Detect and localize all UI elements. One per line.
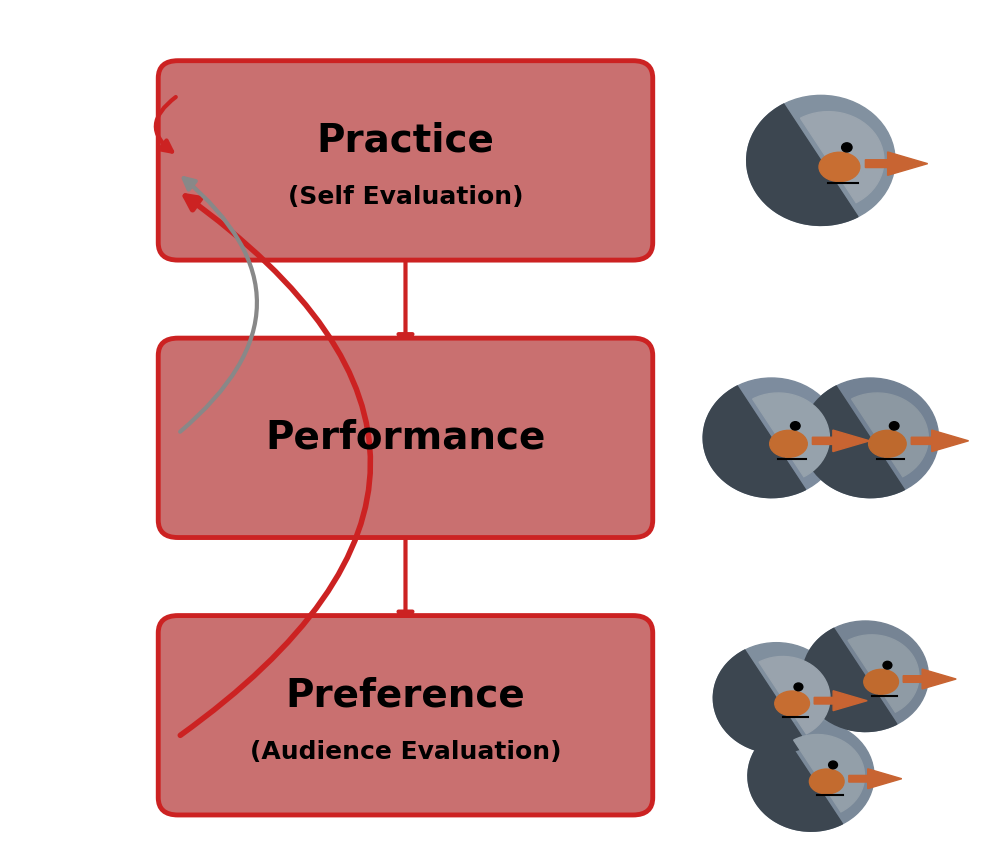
Circle shape <box>790 421 800 430</box>
Wedge shape <box>852 393 929 477</box>
Circle shape <box>802 378 939 498</box>
Circle shape <box>883 662 892 669</box>
Wedge shape <box>748 728 843 831</box>
FancyArrow shape <box>849 769 902 789</box>
Wedge shape <box>800 112 884 203</box>
Circle shape <box>842 143 852 152</box>
Ellipse shape <box>863 669 898 694</box>
Circle shape <box>802 621 929 732</box>
Text: Practice: Practice <box>316 121 494 160</box>
Ellipse shape <box>774 691 809 716</box>
Ellipse shape <box>769 430 807 457</box>
Circle shape <box>703 378 840 498</box>
FancyArrow shape <box>865 152 928 175</box>
FancyBboxPatch shape <box>158 338 653 538</box>
FancyArrow shape <box>814 691 867 711</box>
Circle shape <box>794 683 803 691</box>
Wedge shape <box>759 656 830 733</box>
Circle shape <box>889 421 899 430</box>
Ellipse shape <box>819 153 859 181</box>
Wedge shape <box>793 734 864 812</box>
Wedge shape <box>753 393 830 477</box>
FancyBboxPatch shape <box>158 616 653 815</box>
Circle shape <box>713 642 840 753</box>
Wedge shape <box>848 635 919 712</box>
Wedge shape <box>802 386 904 498</box>
FancyArrowPatch shape <box>399 245 412 348</box>
FancyArrow shape <box>812 430 869 452</box>
FancyArrowPatch shape <box>399 523 412 625</box>
Wedge shape <box>713 650 808 753</box>
Ellipse shape <box>868 430 906 457</box>
Text: (Self Evaluation): (Self Evaluation) <box>288 185 523 209</box>
Wedge shape <box>703 386 805 498</box>
Wedge shape <box>747 104 858 225</box>
Wedge shape <box>802 629 897 732</box>
FancyArrow shape <box>911 430 968 452</box>
Text: Preference: Preference <box>286 676 525 714</box>
Circle shape <box>748 720 874 831</box>
FancyArrow shape <box>903 669 956 689</box>
Circle shape <box>747 95 895 225</box>
Ellipse shape <box>809 769 844 794</box>
FancyBboxPatch shape <box>158 61 653 260</box>
Text: Performance: Performance <box>265 419 546 457</box>
Text: (Audience Evaluation): (Audience Evaluation) <box>250 740 561 764</box>
Circle shape <box>829 761 838 769</box>
